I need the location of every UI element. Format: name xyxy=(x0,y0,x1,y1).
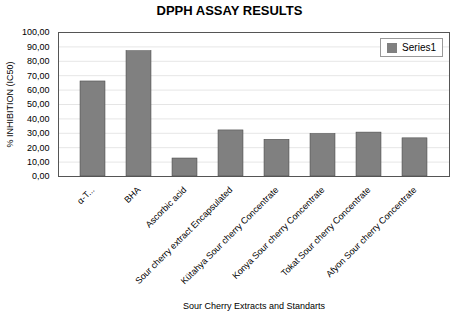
svg-text:% INHIBITION (IC50): % INHIBITION (IC50) xyxy=(5,61,15,147)
svg-text:BHA: BHA xyxy=(122,185,142,205)
svg-text:Tokat Sour cherry Concentrate: Tokat Sour cherry Concentrate xyxy=(279,185,372,278)
svg-text:100,00: 100,00 xyxy=(22,27,50,37)
svg-text:50,00: 50,00 xyxy=(27,99,50,109)
svg-text:90,00: 90,00 xyxy=(27,42,50,52)
svg-text:10,00: 10,00 xyxy=(27,157,50,167)
svg-text:80,00: 80,00 xyxy=(27,56,50,66)
svg-text:20,00: 20,00 xyxy=(27,143,50,153)
svg-text:Sour Cherry Extracts and Stand: Sour Cherry Extracts and Standarts xyxy=(183,301,326,311)
svg-text:Konya Sour cherry Concentrate: Konya Sour cherry Concentrate xyxy=(230,185,326,281)
svg-text:Kütahya Sour cherry Concentrat: Kütahya Sour cherry Concentrate xyxy=(179,185,281,287)
html-text:Series1: Series1 xyxy=(402,42,436,53)
html-text:DPPH ASSAY RESULTS: DPPH ASSAY RESULTS xyxy=(156,3,303,18)
svg-text:70,00: 70,00 xyxy=(27,71,50,81)
svg-text:α-T...: α-T... xyxy=(75,185,96,206)
svg-text:Ascorbic acid: Ascorbic acid xyxy=(144,185,189,230)
svg-text:30,00: 30,00 xyxy=(27,128,50,138)
svg-text:0,00: 0,00 xyxy=(32,171,50,181)
svg-text:Sour cherry extract Encapsulat: Sour cherry extract Encapsulated xyxy=(133,185,234,286)
svg-text:Afyon Sour cherry Concentrate: Afyon Sour cherry Concentrate xyxy=(324,185,418,279)
svg-text:40,00: 40,00 xyxy=(27,114,50,124)
svg-text:60,00: 60,00 xyxy=(27,85,50,95)
